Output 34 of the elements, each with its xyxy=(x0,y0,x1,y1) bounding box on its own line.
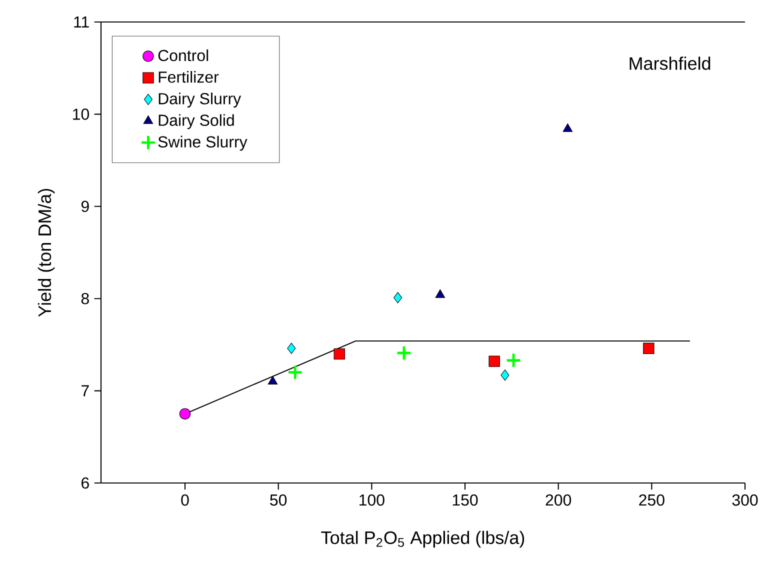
point xyxy=(287,364,303,380)
x-tick-label: 50 xyxy=(270,494,287,506)
legend-label: Dairy Slurry xyxy=(158,92,242,108)
point xyxy=(394,292,402,304)
x-axis-title: Total P$_{2}$O$_{5}$ Applied (lbs/a) xyxy=(321,530,524,548)
y-tick-label: 6 xyxy=(82,477,89,489)
point xyxy=(435,289,446,298)
point xyxy=(334,348,345,360)
point xyxy=(562,123,573,132)
y-tick-label: 7 xyxy=(82,385,89,396)
point xyxy=(506,352,522,368)
point xyxy=(396,345,412,361)
x-tick-label: 150 xyxy=(452,494,478,506)
x-tick-label: 100 xyxy=(360,494,384,506)
x-tick-label: 250 xyxy=(639,494,664,506)
point xyxy=(179,408,191,420)
x-tick-label: 0 xyxy=(181,494,189,506)
legend-label: Fertilizer xyxy=(158,71,219,83)
x-tick-label: 300 xyxy=(732,494,758,506)
point xyxy=(268,376,278,385)
y-tick-label: 9 xyxy=(81,200,89,212)
legend-label: Control xyxy=(158,49,208,62)
legend-label: Dairy Solid xyxy=(158,114,234,130)
point xyxy=(287,342,296,354)
annotation: Marshfield xyxy=(630,56,710,70)
point xyxy=(488,356,500,367)
point xyxy=(500,370,510,381)
y-tick-label: 10 xyxy=(73,108,90,120)
y-tick-label: 8 xyxy=(81,292,89,304)
point xyxy=(643,342,654,354)
y-tick-label: 11 xyxy=(74,16,89,28)
y-axis-title: Yield (ton DM/a) xyxy=(38,188,55,317)
legend-label: Swine Slurry xyxy=(158,136,248,151)
x-tick-label: 200 xyxy=(546,494,572,506)
